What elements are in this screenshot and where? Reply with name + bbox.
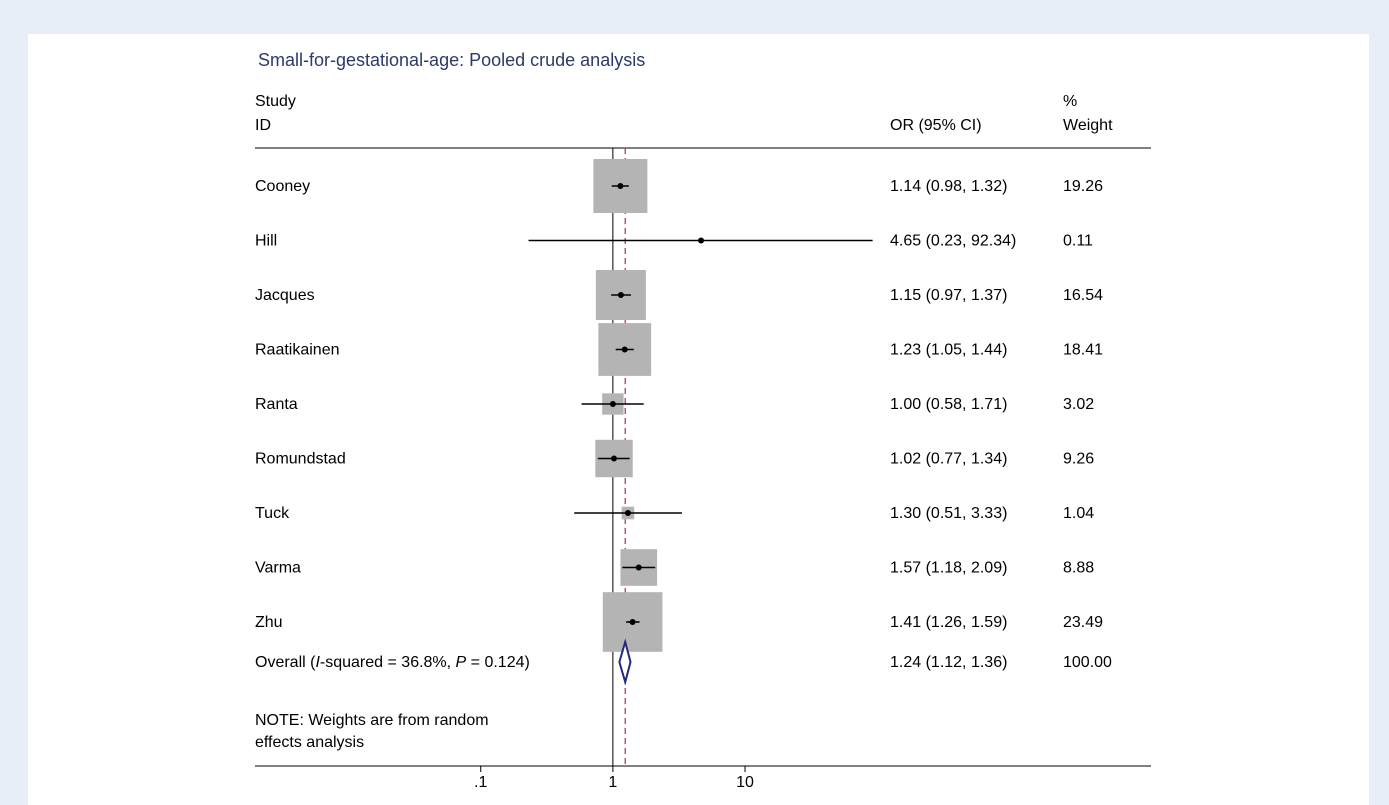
study-or-ci: 1.23 (1.05, 1.44) [890, 342, 1007, 359]
overall-label: Overall (I-squared = 36.8%, P = 0.124) [255, 654, 530, 671]
study-row: Tuck 1.30 (0.51, 3.33) 1.04 [255, 505, 1094, 522]
chart-title: Small-for-gestational-age: Pooled crude … [258, 50, 645, 70]
study-weight: 18.41 [1063, 342, 1103, 359]
point-estimate [624, 510, 631, 516]
point-estimate [609, 401, 616, 407]
study-row: Zhu 1.41 (1.26, 1.59) 23.49 [255, 592, 1103, 652]
point-estimate [698, 237, 705, 244]
study-row: Hill 4.65 (0.23, 92.34) 0.11 [255, 233, 1093, 250]
point-estimate [617, 292, 624, 298]
study-weight: 1.04 [1063, 505, 1094, 522]
study-name: Zhu [255, 614, 283, 631]
x-tick-label: 10 [736, 774, 754, 791]
study-or-ci: 1.15 (0.97, 1.37) [890, 287, 1007, 304]
study-or-ci: 4.65 (0.23, 92.34) [890, 233, 1016, 250]
point-estimate [629, 619, 636, 625]
study-name: Varma [255, 560, 301, 577]
study-row: Ranta 1.00 (0.58, 1.71) 3.02 [255, 393, 1094, 415]
study-weight: 19.26 [1063, 178, 1103, 195]
header-study: Study [255, 93, 296, 110]
study-or-ci: 1.00 (0.58, 1.71) [890, 396, 1007, 413]
study-name: Ranta [255, 396, 298, 413]
study-row: Jacques 1.15 (0.97, 1.37) 16.54 [255, 269, 1103, 321]
study-rows: Cooney 1.14 (0.98, 1.32) 19.26 Hill 4.65 (0.… [255, 159, 1103, 652]
overall-diamond [618, 638, 632, 686]
study-row: Varma 1.57 (1.18, 2.09) 8.88 [255, 549, 1094, 586]
x-tick-label: .1 [474, 774, 487, 791]
study-row: Romundstad 1.02 (0.77, 1.34) 9.26 [255, 439, 1094, 478]
study-name: Tuck [255, 505, 290, 522]
overall-row: Overall (I-squared = 36.8%, P = 0.124) 1… [255, 638, 1112, 686]
study-weight: 23.49 [1063, 614, 1103, 631]
header-percent: % [1063, 93, 1077, 110]
study-row: Cooney 1.14 (0.98, 1.32) 19.26 [255, 159, 1103, 213]
header-id: ID [255, 117, 271, 134]
study-name: Romundstad [255, 451, 346, 468]
point-estimate [635, 564, 642, 571]
forest-plot: Small-for-gestational-age: Pooled crude … [255, 50, 1151, 791]
study-weight: 9.26 [1063, 451, 1094, 468]
header-weight: Weight [1063, 117, 1113, 134]
note-line-1: NOTE: Weights are from random [255, 712, 489, 729]
study-weight: 16.54 [1063, 287, 1103, 304]
study-or-ci: 1.30 (0.51, 3.33) [890, 505, 1007, 522]
note-line-2: effects analysis [255, 734, 364, 751]
study-name: Cooney [255, 178, 310, 195]
x-axis-ticks: .1 1 10 [474, 766, 754, 791]
study-or-ci: 1.02 (0.77, 1.34) [890, 451, 1007, 468]
study-name: Hill [255, 233, 277, 250]
study-or-ci: 1.57 (1.18, 2.09) [890, 560, 1007, 577]
overall-or-ci: 1.24 (1.12, 1.36) [890, 654, 1007, 671]
study-weight: 3.02 [1063, 396, 1094, 413]
study-or-ci: 1.41 (1.26, 1.59) [890, 614, 1007, 631]
chart-panel: Small-for-gestational-age: Pooled crude … [28, 34, 1369, 805]
study-name: Jacques [255, 287, 315, 304]
x-tick-label: 1 [608, 774, 617, 791]
study-weight: 8.88 [1063, 560, 1094, 577]
point-estimate [617, 183, 624, 189]
study-row: Raatikainen 1.23 (1.05, 1.44) 18.41 [255, 323, 1103, 376]
header-or-ci: OR (95% CI) [890, 117, 982, 134]
study-name: Raatikainen [255, 342, 340, 359]
point-estimate [611, 455, 618, 462]
point-estimate [621, 346, 628, 353]
study-weight: 0.11 [1063, 233, 1093, 250]
study-or-ci: 1.14 (0.98, 1.32) [890, 178, 1007, 195]
overall-weight: 100.00 [1063, 654, 1112, 671]
